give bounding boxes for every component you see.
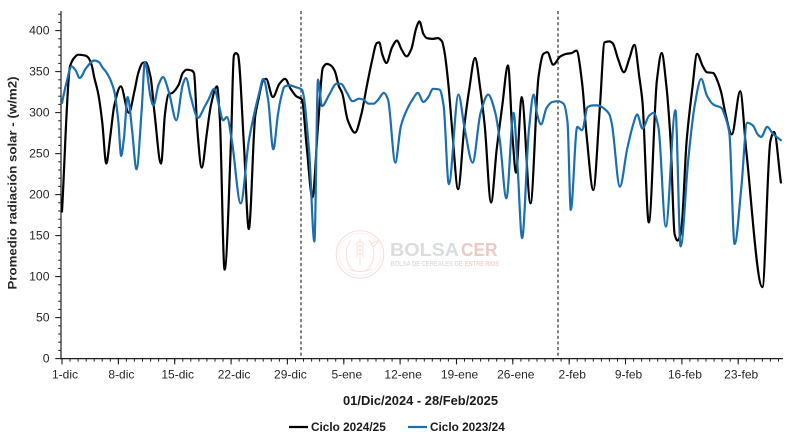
svg-text:0: 0 (43, 352, 50, 366)
svg-text:Promedio radiación solar - (w/: Promedio radiación solar - (w/m2) (6, 76, 20, 289)
svg-text:15-dic: 15-dic (161, 367, 194, 381)
svg-text:350: 350 (29, 65, 50, 79)
svg-text:300: 300 (29, 106, 50, 120)
svg-text:ENTRE RÍOS: ENTRE RÍOS (465, 259, 499, 268)
svg-text:200: 200 (29, 188, 50, 202)
svg-text:400: 400 (29, 24, 50, 38)
svg-text:26-ene: 26-ene (497, 367, 535, 381)
svg-text:19-ene: 19-ene (441, 367, 479, 381)
svg-text:22-dic: 22-dic (218, 367, 251, 381)
svg-text:BOLSA: BOLSA (390, 240, 459, 260)
svg-text:01/Dic/2024 - 28/Feb/2025: 01/Dic/2024 - 28/Feb/2025 (343, 393, 498, 408)
svg-text:Ciclo 2024/25: Ciclo 2024/25 (311, 420, 386, 434)
svg-text:150: 150 (29, 229, 50, 243)
svg-text:BOLSA DE CEREALES DE: BOLSA DE CEREALES DE (391, 259, 463, 268)
svg-text:29-dic: 29-dic (274, 367, 307, 381)
svg-text:CER: CER (461, 240, 498, 260)
svg-text:250: 250 (29, 147, 50, 161)
svg-text:12-ene: 12-ene (384, 367, 422, 381)
svg-text:Ciclo 2023/24: Ciclo 2023/24 (430, 420, 505, 434)
svg-text:23-feb: 23-feb (724, 367, 758, 381)
svg-text:50: 50 (36, 311, 50, 325)
svg-text:2-feb: 2-feb (559, 367, 587, 381)
svg-text:9-feb: 9-feb (615, 367, 643, 381)
svg-text:5-ene: 5-ene (331, 367, 362, 381)
svg-text:100: 100 (29, 270, 50, 284)
svg-text:16-feb: 16-feb (668, 367, 702, 381)
svg-text:8-dic: 8-dic (108, 367, 134, 381)
svg-text:1-dic: 1-dic (52, 367, 78, 381)
